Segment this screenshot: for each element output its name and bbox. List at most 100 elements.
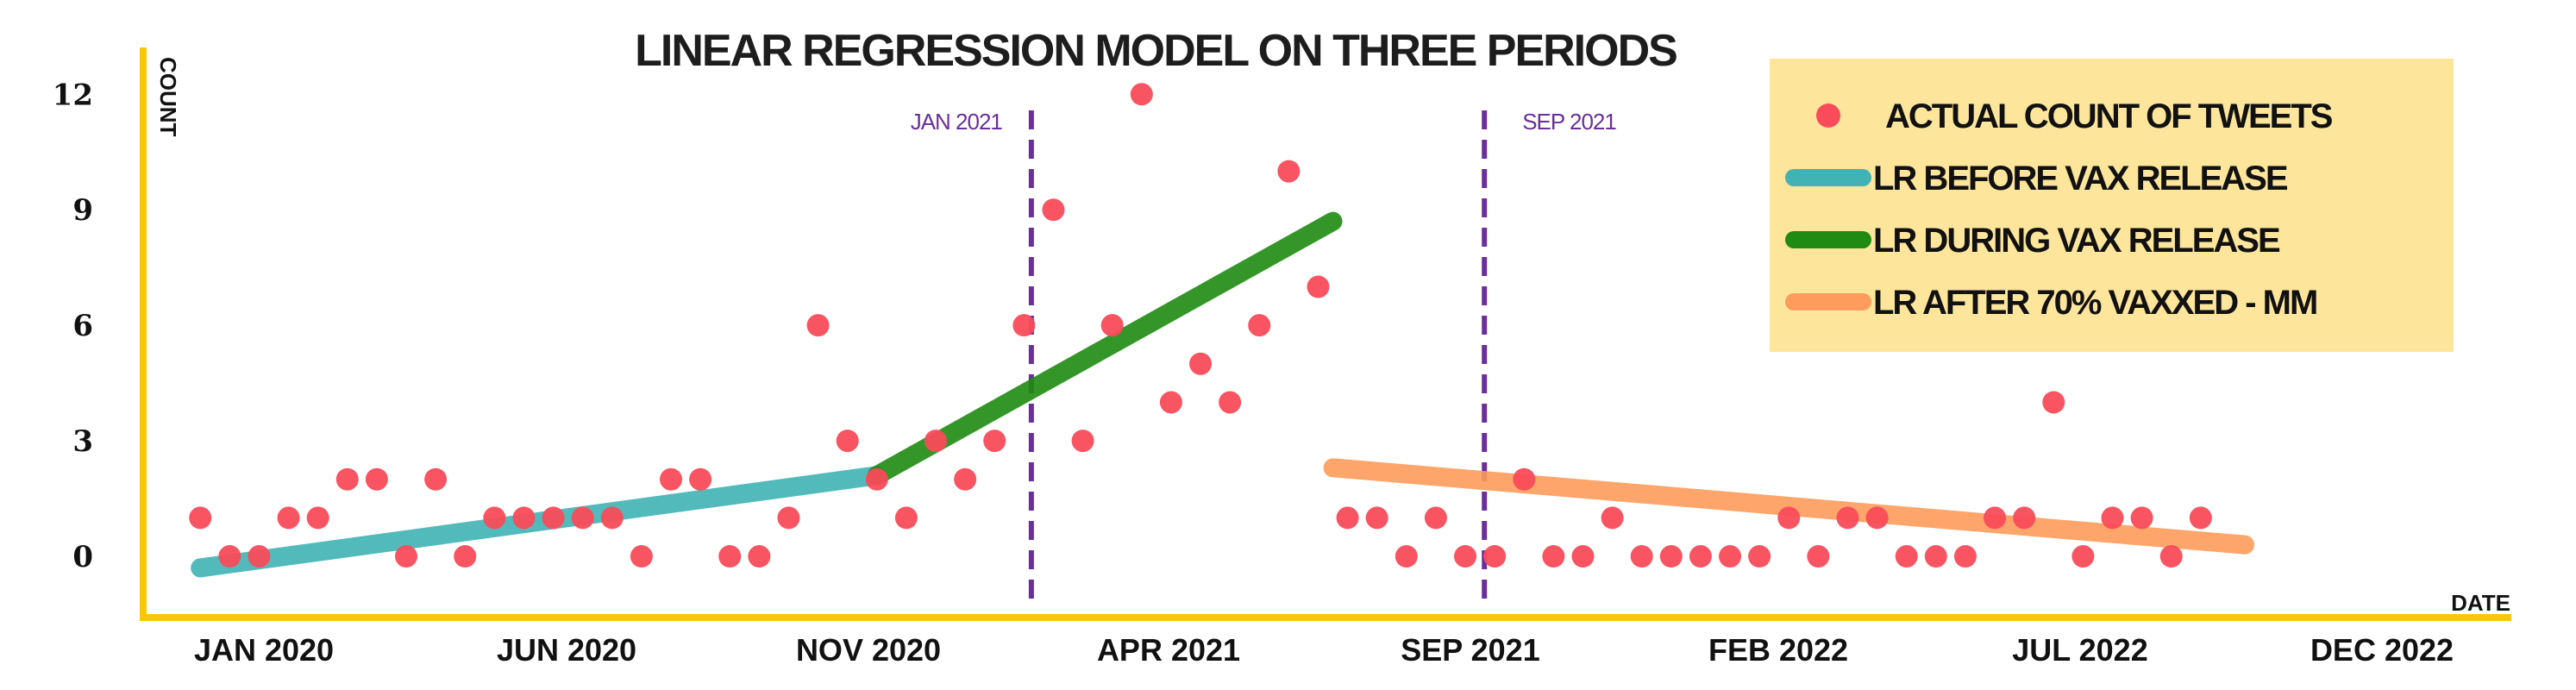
data-point-31 [1071, 430, 1094, 453]
data-point-28 [983, 430, 1006, 453]
x-tick-label-6: FEB 2022 [1708, 632, 1848, 668]
data-point-57 [1836, 506, 1859, 530]
x-tick-label-4: APR 2021 [1097, 632, 1240, 668]
data-point-22 [806, 314, 830, 337]
data-point-34 [1159, 391, 1182, 414]
data-point-16 [630, 545, 653, 568]
data-point-15 [600, 506, 624, 530]
data-point-8 [395, 545, 418, 568]
data-point-30 [1042, 198, 1065, 222]
legend-marker-points [1816, 104, 1840, 128]
data-point-46 [1513, 467, 1536, 491]
data-point-10 [454, 545, 477, 568]
data-point-62 [1984, 506, 2007, 530]
y-axis-label: COUNT [155, 57, 181, 137]
x-tick-label-8: DEC 2022 [2310, 632, 2454, 668]
legend-box [1770, 59, 2454, 352]
data-point-5 [306, 506, 329, 530]
data-point-20 [748, 545, 771, 568]
data-point-56 [1807, 545, 1830, 568]
data-point-63 [2013, 506, 2036, 530]
data-point-14 [571, 506, 594, 530]
data-point-21 [777, 506, 800, 530]
data-point-43 [1424, 506, 1447, 530]
chart-title: LINEAR REGRESSION MODEL ON THREE PERIODS [635, 26, 1677, 76]
data-point-49 [1601, 506, 1624, 530]
data-point-68 [2159, 545, 2183, 568]
data-point-69 [2189, 506, 2212, 530]
legend-items: ACTUAL COUNT OF TWEETS LR BEFORE VAX RELE… [1785, 97, 2335, 322]
data-point-26 [924, 430, 948, 453]
data-point-4 [277, 506, 300, 530]
data-point-65 [2071, 545, 2095, 568]
marks-layer: JAN 2021 SEP 2021 [189, 83, 2254, 604]
x-tick-label-5: SEP 2021 [1401, 632, 1539, 668]
data-point-13 [542, 506, 565, 530]
data-point-41 [1365, 506, 1388, 530]
data-point-9 [424, 467, 448, 491]
data-point-24 [865, 467, 888, 491]
data-point-47 [1542, 545, 1565, 568]
data-point-17 [660, 467, 683, 491]
x-tick-label-1: JAN 2020 [194, 632, 334, 668]
data-point-58 [1865, 506, 1889, 530]
y-tick-label-3: 3 [72, 424, 93, 459]
data-point-45 [1483, 545, 1507, 568]
data-point-51 [1659, 545, 1683, 568]
data-point-27 [954, 467, 977, 491]
x-tick-label-3: NOV 2020 [796, 632, 941, 668]
data-point-53 [1719, 545, 1742, 568]
data-point-36 [1219, 391, 1242, 414]
data-point-25 [894, 506, 918, 530]
data-point-55 [1777, 506, 1801, 530]
data-point-50 [1630, 545, 1653, 568]
x-tick-label-7: JUL 2022 [2012, 632, 2147, 668]
data-point-38 [1277, 160, 1301, 183]
data-point-7 [365, 467, 388, 491]
data-point-2 [218, 545, 241, 568]
data-point-54 [1748, 545, 1771, 568]
data-point-42 [1395, 545, 1418, 568]
data-point-12 [512, 506, 536, 530]
legend-label-2: LR BEFORE VAX RELEASE [1873, 160, 2288, 198]
data-point-32 [1100, 314, 1124, 337]
data-point-11 [483, 506, 506, 530]
vline-label-1: JAN 2021 [911, 109, 1003, 135]
data-point-40 [1336, 506, 1359, 530]
data-point-33 [1130, 83, 1153, 106]
legend-label-1: ACTUAL COUNT OF TWEETS [1885, 97, 2333, 135]
y-tick-label-9: 9 [72, 193, 93, 228]
data-point-1 [189, 506, 212, 530]
legend: ACTUAL COUNT OF TWEETS LR BEFORE VAX RELE… [1770, 59, 2454, 352]
data-point-66 [2101, 506, 2124, 530]
axes-layer: 0 3 6 9 12 JAN 2020 JUN 2020 NOV 2020 APR 2021 SE… [53, 47, 2511, 668]
data-point-48 [1571, 545, 1595, 568]
x-tick-label-2: JUN 2020 [497, 632, 636, 668]
data-point-6 [335, 467, 359, 491]
legend-label-3: LR DURING VAX RELEASE [1873, 222, 2280, 260]
data-point-29 [1012, 314, 1036, 337]
y-tick-label-0: 0 [72, 540, 93, 574]
regression-line-1 [191, 466, 887, 578]
data-point-18 [689, 467, 712, 491]
data-point-61 [1953, 545, 1977, 568]
regression-line-3 [1323, 458, 2254, 555]
regression-line-2 [867, 211, 1343, 486]
data-point-44 [1454, 545, 1477, 568]
legend-label-4: LR AFTER 70% VAXXED - MM [1873, 284, 2316, 322]
data-point-35 [1189, 352, 1213, 375]
x-axis-label: DATE [2451, 590, 2510, 616]
vline-label-2: SEP 2021 [1522, 109, 1616, 135]
data-point-37 [1248, 314, 1271, 337]
data-point-19 [718, 545, 742, 568]
y-tick-label-6: 6 [72, 309, 93, 343]
data-point-64 [2042, 391, 2065, 414]
data-point-52 [1689, 545, 1712, 568]
data-point-23 [836, 430, 859, 453]
data-point-3 [248, 545, 271, 568]
y-tick-label-12: 12 [53, 78, 93, 112]
data-point-39 [1307, 275, 1330, 298]
data-point-67 [2130, 506, 2153, 530]
data-point-59 [1895, 545, 1918, 568]
